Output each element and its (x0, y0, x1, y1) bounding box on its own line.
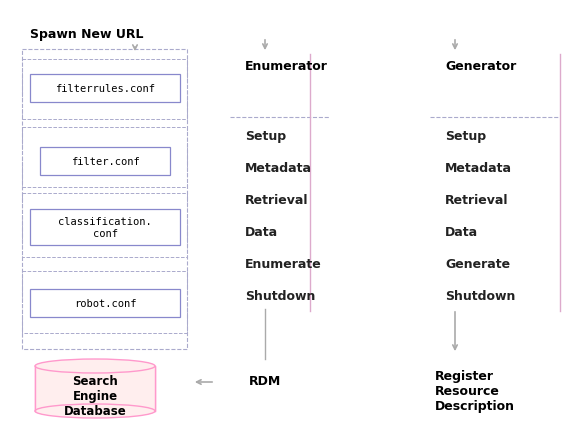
Ellipse shape (35, 404, 155, 418)
Text: Shutdown: Shutdown (245, 290, 315, 302)
Text: Register
Resource
Description: Register Resource Description (435, 369, 515, 412)
Text: filterrules.conf: filterrules.conf (55, 84, 155, 94)
Bar (22, 50, 187, 349)
Text: filter.conf: filter.conf (71, 157, 140, 166)
Text: robot.conf: robot.conf (74, 298, 136, 308)
Text: RDM: RDM (249, 374, 281, 388)
Text: Data: Data (445, 226, 478, 238)
Bar (40, 148, 170, 176)
Text: Enumerate: Enumerate (245, 258, 322, 270)
Text: Retrieval: Retrieval (445, 194, 509, 207)
Text: Setup: Setup (245, 130, 286, 143)
Text: Metadata: Metadata (245, 162, 312, 175)
Bar (35, 366, 155, 411)
Bar (22, 194, 187, 258)
Text: Shutdown: Shutdown (445, 290, 515, 302)
Text: Data: Data (245, 226, 278, 238)
Text: Retrieval: Retrieval (245, 194, 308, 207)
Text: Generator: Generator (445, 60, 516, 73)
Bar (22, 128, 187, 187)
Bar (35, 366, 155, 411)
Text: classification.
conf: classification. conf (58, 217, 152, 238)
Bar (30, 290, 180, 317)
Text: Metadata: Metadata (445, 162, 512, 175)
Text: Generate: Generate (445, 258, 510, 270)
Bar (30, 75, 180, 103)
Text: Setup: Setup (445, 130, 486, 143)
Bar (30, 209, 180, 245)
Text: Enumerator: Enumerator (245, 60, 328, 73)
Text: Spawn New URL: Spawn New URL (30, 28, 144, 41)
Bar (22, 60, 187, 120)
Text: Search
Engine
Database: Search Engine Database (64, 374, 126, 417)
Bar (22, 272, 187, 333)
Ellipse shape (35, 359, 155, 373)
